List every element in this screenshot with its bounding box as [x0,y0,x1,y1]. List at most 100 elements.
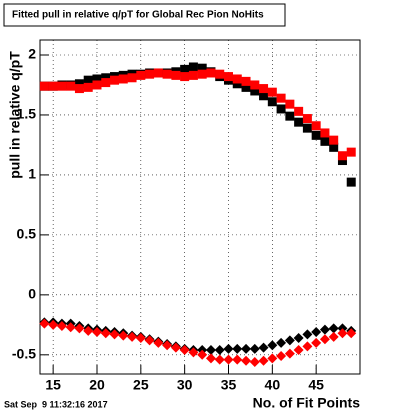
square-marker [197,63,207,73]
diamond-marker [249,343,260,354]
square-marker [92,80,102,90]
diamond-marker [241,343,252,354]
square-marker [57,81,67,91]
diamond-marker [319,324,330,335]
diamond-marker [267,340,278,351]
diamond-marker [346,328,357,339]
square-marker [346,147,356,157]
x-axis-label: No. of Fit Points [253,395,361,411]
diamond-marker [223,343,234,354]
square-marker [302,114,312,124]
diamond-marker [170,342,181,353]
square-marker [241,76,251,86]
diamond-marker [319,334,330,345]
x-tick-label: 45 [308,377,324,393]
timestamp: Sat Sep 9 11:32:16 2017 [4,399,108,409]
plot-frame [39,39,361,375]
square-marker [188,62,198,72]
square-marker [302,123,312,133]
diamond-marker [118,330,129,341]
diamond-marker [337,328,348,339]
square-marker [127,73,137,83]
square-marker [171,70,181,80]
square-marker [337,156,347,166]
y-tick-label: -0.5 [12,346,36,362]
diamond-marker [197,349,208,360]
square-marker [180,72,190,82]
square-marker [259,91,269,101]
y-tick-label: 0.5 [17,226,37,242]
diamond-marker [56,321,67,332]
x-tick-label: 35 [221,377,237,393]
square-marker [250,80,260,90]
diamond-marker [144,335,155,346]
diamond-marker [328,323,339,334]
diamond-marker [153,337,164,348]
square-marker [223,72,233,82]
diamond-marker [205,353,216,364]
x-tick-label: 25 [133,377,149,393]
diamond-marker [214,345,225,356]
square-marker [311,121,321,131]
x-tick-label: 40 [265,377,281,393]
diamond-marker [39,318,50,329]
diamond-marker [232,354,243,365]
diamond-marker [276,351,287,362]
square-marker [294,106,304,116]
diamond-marker [311,327,322,338]
square-marker [66,81,76,91]
square-marker [74,79,84,89]
x-tick-label: 30 [177,377,193,393]
diamond-marker [258,342,269,353]
square-marker [250,86,260,96]
square-marker [162,69,172,79]
square-marker [320,128,330,138]
diamond-marker [135,333,146,344]
chart-title: Fitted pull in relative q/pT for Global … [12,10,264,21]
square-marker [329,135,339,145]
title-box [3,3,286,27]
diamond-marker [302,329,313,340]
square-marker [110,75,120,85]
diamond-marker [241,355,252,366]
square-marker [329,142,339,152]
square-marker [285,99,295,109]
diamond-marker [65,322,76,333]
square-marker [294,117,304,127]
square-marker [48,81,58,91]
square-marker [241,82,251,92]
square-marker [83,75,93,85]
diamond-marker [267,353,278,364]
square-marker [276,104,286,114]
square-marker [259,84,269,94]
diamond-marker [100,328,111,339]
square-marker [232,79,242,89]
y-tick-label: 2 [28,46,36,62]
square-marker [118,74,128,84]
square-marker [346,177,356,187]
diamond-marker [74,323,85,334]
y-axis-label: pull in relative q/pT [7,51,23,179]
square-marker [320,136,330,146]
diamond-marker [179,345,190,356]
diamond-marker [249,357,260,368]
square-marker [311,130,321,140]
y-tick-label: 1 [28,166,36,182]
square-marker [74,84,84,94]
square-marker [267,97,277,107]
diamond-marker [293,333,304,344]
diamond-marker [276,337,287,348]
square-marker [215,69,225,79]
square-marker [267,87,277,97]
square-marker [145,69,155,79]
y-tick-label: 0 [28,286,36,302]
square-marker [136,70,146,80]
square-marker [101,73,111,83]
diamond-marker [258,355,269,366]
square-marker [39,81,49,91]
y-tick-label: 1.5 [17,106,37,122]
x-tick-label: 20 [89,377,105,393]
diamond-marker [311,337,322,348]
diamond-marker [293,345,304,356]
square-marker [180,64,190,74]
